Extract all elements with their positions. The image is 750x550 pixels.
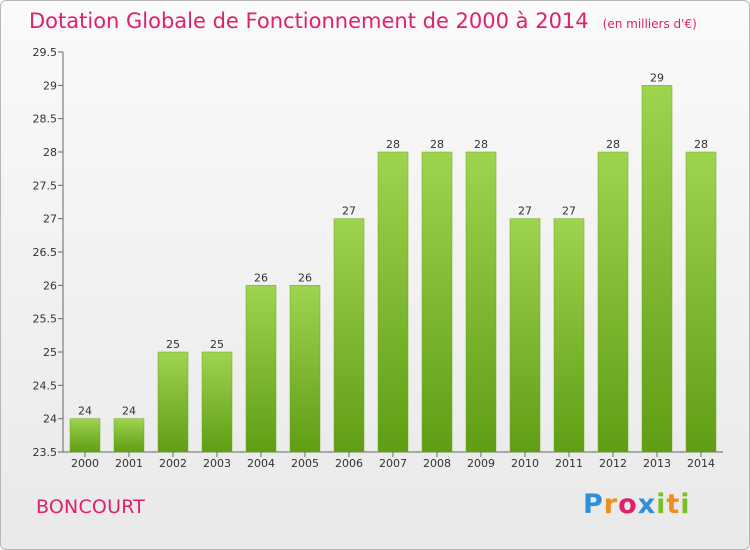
x-tick-label: 2000	[71, 457, 99, 470]
x-tick-label: 2008	[423, 457, 451, 470]
y-tick-label: 25.5	[33, 313, 58, 326]
bar	[509, 218, 541, 453]
bar	[553, 218, 585, 453]
y-tick-label: 24.5	[33, 379, 58, 392]
y-tick-label: 28.5	[33, 113, 58, 126]
x-tick-label: 2012	[599, 457, 627, 470]
bar	[289, 285, 321, 453]
data-label: 28	[430, 138, 444, 151]
bar	[333, 218, 365, 453]
data-label: 28	[386, 138, 400, 151]
x-tick-label: 2013	[643, 457, 671, 470]
data-label: 25	[166, 338, 180, 351]
data-label: 26	[298, 271, 312, 284]
data-label: 27	[342, 205, 356, 218]
data-label: 27	[562, 205, 576, 218]
bar	[421, 151, 453, 453]
bar	[113, 418, 145, 453]
data-label: 28	[606, 138, 620, 151]
chart-unit: (en milliers d'€)	[602, 17, 697, 31]
x-tick-label: 2003	[203, 457, 231, 470]
x-tick-label: 2007	[379, 457, 407, 470]
data-label: 26	[254, 271, 268, 284]
x-tick-label: 2002	[159, 457, 187, 470]
y-tick-label: 26.5	[33, 246, 58, 259]
y-tick-label: 26	[43, 279, 57, 292]
bar	[597, 151, 629, 453]
x-tick-label: 2001	[115, 457, 143, 470]
bars	[69, 85, 717, 453]
chart-title: Dotation Globale de Fonctionnement de 20…	[29, 9, 697, 33]
data-label: 24	[122, 405, 136, 418]
y-tick-label: 28	[43, 146, 57, 159]
chart-title-text: Dotation Globale de Fonctionnement de 20…	[29, 9, 589, 33]
x-tick-label: 2006	[335, 457, 363, 470]
x-tick-label: 2014	[687, 457, 715, 470]
bar	[641, 85, 673, 453]
commune-name: BONCOURT	[36, 496, 146, 518]
y-tick-label: 24	[43, 413, 57, 426]
data-label: 29	[650, 71, 664, 84]
x-tick-label: 2010	[511, 457, 539, 470]
y-tick-label: 25	[43, 346, 57, 359]
bar	[685, 151, 717, 453]
y-tick-label: 29	[43, 79, 57, 92]
y-tick-label: 27.5	[33, 179, 58, 192]
x-tick-label: 2005	[291, 457, 319, 470]
bar	[465, 151, 497, 453]
data-label: 28	[694, 138, 708, 151]
x-tick-label: 2004	[247, 457, 275, 470]
bar	[245, 285, 277, 453]
bar	[157, 351, 189, 453]
data-label: 24	[78, 405, 92, 418]
y-tick-label: 23.5	[33, 446, 58, 459]
data-label: 28	[474, 138, 488, 151]
y-tick-label: 27	[43, 213, 57, 226]
data-label: 27	[518, 205, 532, 218]
labels: 23.5 24 24.5 25 25.5 26 26.5 27 27.5 28 28.5 29 29.5…	[33, 46, 716, 470]
proxiti-logo: Proxiti	[583, 489, 691, 520]
bar	[69, 418, 101, 453]
x-tick-label: 2011	[555, 457, 583, 470]
x-tick-label: 2009	[467, 457, 495, 470]
y-tick-label: 29.5	[33, 46, 58, 59]
bar	[377, 151, 409, 453]
bar	[201, 351, 233, 453]
data-label: 25	[210, 338, 224, 351]
